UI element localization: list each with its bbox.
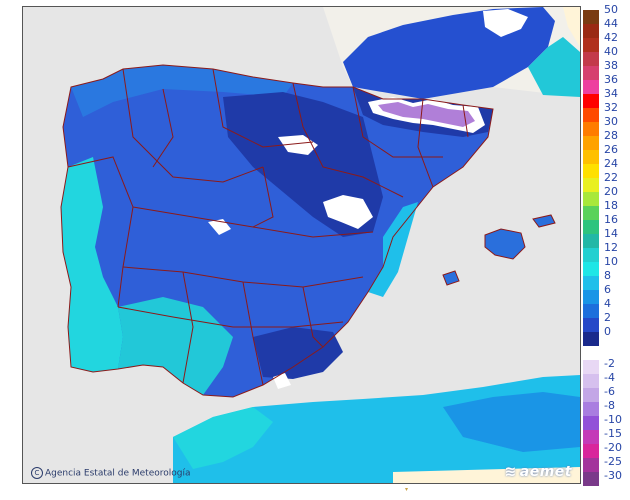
legend-label: 20 xyxy=(604,185,618,198)
legend-label: 4 xyxy=(604,297,611,310)
legend-label: -6 xyxy=(604,385,615,398)
legend-label: 34 xyxy=(604,87,618,100)
legend-swatch xyxy=(583,290,599,304)
legend-swatch xyxy=(583,206,599,220)
central-system-snow xyxy=(208,219,231,235)
legend-swatch xyxy=(583,66,599,80)
legend-swatch xyxy=(583,416,599,430)
legend-swatch xyxy=(583,234,599,248)
southeast-cold-zone xyxy=(253,327,343,379)
legend-swatch xyxy=(583,262,599,276)
legend-label: 10 xyxy=(604,255,618,268)
legend-swatch xyxy=(583,24,599,38)
ibiza-island xyxy=(443,271,459,285)
legend-swatch xyxy=(583,108,599,122)
legend-swatch xyxy=(583,150,599,164)
legend-label: 44 xyxy=(604,17,618,30)
legend-swatch xyxy=(583,38,599,52)
temperature-map: C Agencia Estatal de Meteorología ≋ aemet xyxy=(22,6,581,484)
legend-swatch xyxy=(583,402,599,416)
wave-icon: ≋ xyxy=(504,464,517,480)
legend-label: 22 xyxy=(604,171,618,184)
north-africa-cyan xyxy=(173,407,273,469)
legend-label: 18 xyxy=(604,199,618,212)
africa-desert-bottom xyxy=(393,467,580,483)
north-coast-lightblue xyxy=(71,65,293,117)
legend-label: 6 xyxy=(604,283,611,296)
map-canvas xyxy=(23,7,580,483)
legend-swatch xyxy=(583,80,599,94)
legend-label: 24 xyxy=(604,157,618,170)
legend-swatch xyxy=(583,178,599,192)
legend-label: -30 xyxy=(604,469,622,482)
legend-swatch xyxy=(583,220,599,234)
legend-label: -10 xyxy=(604,413,622,426)
legend-label: 14 xyxy=(604,227,618,240)
legend-label: 16 xyxy=(604,213,618,226)
legend-label: -8 xyxy=(604,399,615,412)
credit-line: C Agencia Estatal de Meteorología xyxy=(31,467,191,479)
guadalquivir-cyan-zone xyxy=(118,297,233,395)
legend-swatch xyxy=(583,360,599,374)
legend-label: 38 xyxy=(604,59,618,72)
legend-swatch xyxy=(583,472,599,486)
legend-swatch xyxy=(583,444,599,458)
portugal-cyan-zone xyxy=(61,157,123,372)
legend-label: -25 xyxy=(604,455,622,468)
legend-swatch xyxy=(583,304,599,318)
france-cyan-coast xyxy=(528,37,580,97)
legend-swatch xyxy=(583,248,599,262)
alps-snow xyxy=(483,9,528,37)
legend-label: -15 xyxy=(604,427,622,440)
legend-label: 28 xyxy=(604,129,618,142)
brand-logo: ≋ aemet xyxy=(505,464,572,480)
pyrenees-frost-purple xyxy=(378,102,475,127)
legend-swatch xyxy=(583,318,599,332)
legend-swatch xyxy=(583,10,599,24)
legend-label: 50 xyxy=(604,3,618,16)
iberian-system-snow xyxy=(278,135,318,155)
brand-text: aemet xyxy=(519,464,572,480)
legend-swatch xyxy=(583,164,599,178)
legend-swatch xyxy=(583,94,599,108)
legend-swatch xyxy=(583,388,599,402)
legend-swatch xyxy=(583,52,599,66)
legend-label: -4 xyxy=(604,371,615,384)
legend-label: 32 xyxy=(604,101,618,114)
legend-label: 0 xyxy=(604,325,611,338)
legend-swatch xyxy=(583,332,599,346)
bottom-mark: ▾ xyxy=(405,486,409,493)
legend-swatch xyxy=(583,458,599,472)
sierra-nevada-snow xyxy=(273,373,291,389)
copyright-icon: C xyxy=(31,467,43,479)
credit-text: Agencia Estatal de Meteorología xyxy=(45,468,191,479)
legend-label: 8 xyxy=(604,269,611,282)
north-africa-east-blue xyxy=(443,392,580,452)
teruel-snow xyxy=(323,195,373,229)
legend-label: 40 xyxy=(604,45,618,58)
alps-top-right xyxy=(563,7,580,47)
legend-swatch xyxy=(583,430,599,444)
color-legend: 50 44 42 40 38 36 34 32 30 28 26 24 22 20 18 16 14 12 10 8 6… xyxy=(583,4,629,486)
legend-label: -2 xyxy=(604,357,615,370)
legend-swatch xyxy=(583,136,599,150)
legend-swatch xyxy=(583,192,599,206)
province-borders xyxy=(60,64,556,398)
legend-label: 30 xyxy=(604,115,618,128)
legend-swatch xyxy=(583,276,599,290)
legend-label: 2 xyxy=(604,311,611,324)
legend-label: 36 xyxy=(604,73,618,86)
legend-label: 26 xyxy=(604,143,618,156)
legend-swatch xyxy=(583,122,599,136)
mallorca-island xyxy=(485,229,525,259)
east-coast-cyan xyxy=(368,202,418,297)
legend-label: -20 xyxy=(604,441,622,454)
legend-swatch xyxy=(583,374,599,388)
legend-label: 42 xyxy=(604,31,618,44)
legend-label: 12 xyxy=(604,241,618,254)
